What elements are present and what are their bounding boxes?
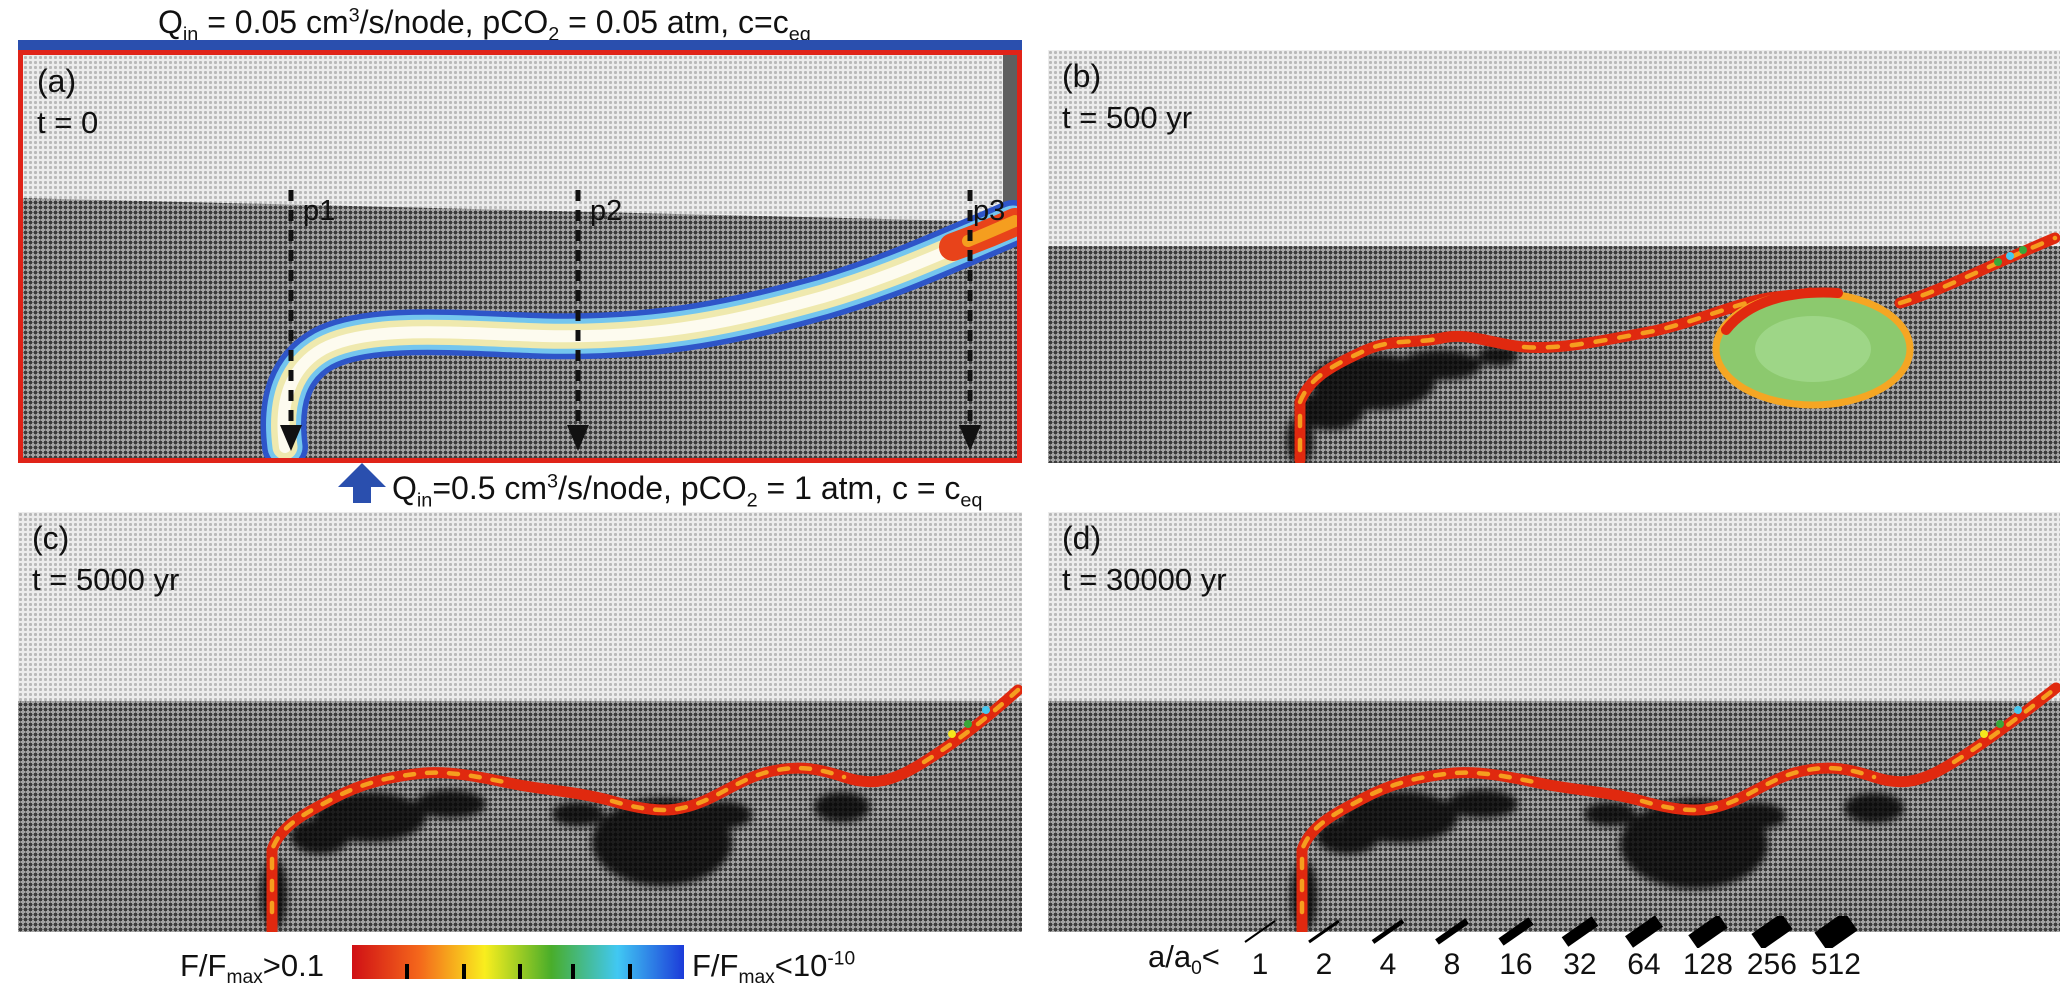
aperture-stroke-icon [1751, 916, 1793, 948]
inflow-boundary-bar [18, 40, 1022, 51]
aperture-value: 32 [1563, 948, 1597, 981]
initial-flow-channel [260, 200, 1017, 458]
upper-boundary-caption: Qin = 0.05 cm3/s/node, pCO2 = 0.05 atm, … [158, 4, 811, 46]
aperture-value: 512 [1810, 948, 1861, 981]
down-arrow-icon [567, 425, 589, 451]
panel-d-art [1291, 682, 2060, 932]
flux-colorbar [352, 945, 684, 979]
down-arrow-icon [959, 425, 981, 451]
outlet-gray-bar [1003, 55, 1017, 222]
aperture-item: 2 [1296, 916, 1352, 982]
aperture-legend-label: a/a0< [1148, 938, 1220, 979]
panel-b-time: t = 500 yr [1062, 100, 1193, 135]
aperture-stroke-icon [1688, 916, 1728, 948]
panel-b-lower-matrix [1048, 246, 2060, 463]
dissolution-channel [1294, 232, 2060, 463]
aperture-stroke-icon [1435, 918, 1469, 945]
aperture-legend: a/a0< 1 2 4 8 16 32 64 [1148, 916, 1864, 982]
aperture-item: 128 [1680, 916, 1736, 982]
down-arrow-icon [280, 425, 302, 451]
aperture-stroke-icon [1308, 919, 1340, 944]
aperture-item: 1 [1232, 916, 1288, 982]
dissolution-channel [1296, 682, 2060, 932]
aperture-item: 16 [1488, 916, 1544, 982]
caption-q: Q [158, 4, 183, 40]
aperture-stroke-icon [1561, 916, 1599, 947]
colorbar-tick [571, 964, 576, 979]
panel-a: (a) t = 0 p1 p2 p3 [18, 50, 1022, 463]
aperture-value: 16 [1499, 948, 1533, 981]
panel-c-art [261, 684, 1022, 932]
panel-a-art [260, 55, 1017, 458]
probe-arrow-lines [288, 190, 973, 427]
black-precipitate-blobs [1287, 346, 1518, 463]
channel-specks [948, 706, 990, 738]
panel-c-time: t = 5000 yr [32, 562, 180, 597]
aperture-value: 2 [1315, 948, 1333, 981]
aperture-value: 4 [1379, 948, 1397, 981]
probe-arrowheads [280, 425, 981, 451]
probe-label-p2: p2 [590, 195, 623, 227]
panel-d: (d) t = 30000 yr [1048, 512, 2060, 932]
aperture-stroke-icon [1498, 917, 1534, 946]
aperture-item: 4 [1360, 916, 1416, 982]
panel-a-time: t = 0 [37, 105, 99, 140]
aperture-value: 64 [1627, 948, 1661, 981]
aperture-value: 8 [1443, 948, 1461, 981]
aperture-item: 32 [1552, 916, 1608, 982]
colorbar-tick [627, 964, 632, 979]
panel-b-art [1287, 232, 2060, 463]
colorbar-tick [461, 964, 466, 979]
colorbar-tick [405, 964, 410, 979]
blob-red-rim [1721, 287, 1843, 335]
aperture-value: 1 [1251, 948, 1269, 981]
probe-label-p1: p1 [303, 195, 336, 227]
panel-d-label: (d) [1062, 520, 1102, 556]
panel-a-label: (a) [37, 63, 77, 99]
aperture-value: 128 [1682, 948, 1733, 981]
colorbar-tick [518, 964, 522, 979]
flux-legend-left-label: F/Fmax>0.1 [180, 948, 324, 989]
aperture-item: 256 [1744, 916, 1800, 982]
probe-label-p3: p3 [973, 195, 1006, 227]
inlet-caption: Qin=0.5 cm3/s/node, pCO2 = 1 atm, c = ce… [392, 470, 983, 512]
black-precipitate-blobs [1291, 790, 1904, 932]
panel-b: (b) t = 500 yr [1048, 50, 2060, 463]
aperture-value: 256 [1746, 948, 1797, 981]
dissolution-channel [266, 684, 1022, 932]
aperture-stroke-icon [1371, 919, 1405, 944]
aperture-stroke-icon [1244, 920, 1276, 943]
aperture-stroke-icon [1624, 916, 1663, 948]
panel-b-label: (b) [1062, 58, 1102, 94]
channel-specks [1980, 706, 2022, 738]
aperture-item: 8 [1424, 916, 1480, 982]
aperture-item: 512 [1808, 916, 1864, 982]
aperture-item: 64 [1616, 916, 1672, 982]
channel-specks [1994, 246, 2027, 266]
panel-c-label: (c) [32, 520, 70, 556]
flux-legend-right-label: F/Fmax<10-10 [692, 948, 856, 989]
panel-c: (c) t = 5000 yr [18, 512, 1022, 932]
aperture-stroke-icon [1814, 916, 1858, 948]
inlet-arrow-icon [338, 463, 386, 503]
black-precipitate-blobs [261, 790, 870, 930]
panel-d-time: t = 30000 yr [1062, 562, 1227, 597]
